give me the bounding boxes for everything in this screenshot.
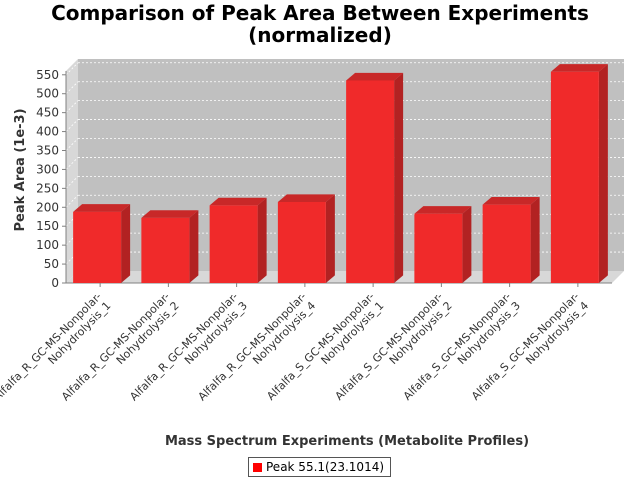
x-axis-title: Mass Spectrum Experiments (Metabolite Pr… xyxy=(165,434,529,449)
bar-side xyxy=(530,196,540,283)
bar xyxy=(414,206,472,283)
bar-front xyxy=(141,217,190,283)
gridline xyxy=(65,138,79,151)
bar-front xyxy=(277,201,326,283)
bar xyxy=(73,204,131,283)
bar-front xyxy=(209,205,258,283)
bar xyxy=(141,210,199,283)
bar xyxy=(277,194,335,283)
bar-side xyxy=(394,72,404,283)
chart-title-line-1: Comparison of Peak Area Between Experime… xyxy=(51,1,589,25)
gridline xyxy=(65,62,79,76)
y-tick-label: 300 xyxy=(36,162,59,176)
x-tick-label-line: Alfalfa_R_GC-MS-Nonpolar- xyxy=(127,290,240,403)
y-tick-label: 100 xyxy=(36,238,59,252)
bar-top xyxy=(209,197,267,206)
x-tick-label-line: Alfalfa_S_GC-MS-Nonpolar- xyxy=(469,290,582,403)
y-tick-label: 550 xyxy=(36,68,59,82)
chart-title: Comparison of Peak Area Between Experime… xyxy=(0,2,640,46)
bar-side xyxy=(325,194,335,283)
x-tick-label-line: Alfalfa_S_GC-MS-Nonpolar- xyxy=(401,290,514,403)
gridline xyxy=(65,195,79,208)
legend-label: Peak 55.1(23.1014) xyxy=(266,460,385,474)
bar-top xyxy=(346,72,404,81)
legend-swatch xyxy=(253,462,262,472)
y-tick-label: 450 xyxy=(36,106,59,120)
x-tick-label-line: Alfalfa_R_GC-MS-Nonpolar- xyxy=(196,290,309,403)
x-tick-label-line: Alfalfa_R_GC-MS-Nonpolar- xyxy=(59,290,172,403)
x-tick-label-line: Alfalfa_S_GC-MS-Nonpolar- xyxy=(264,290,377,403)
y-tick-label: 350 xyxy=(36,144,59,158)
gridline xyxy=(65,251,79,265)
bar-top xyxy=(414,206,472,214)
y-tick-label: 250 xyxy=(36,181,59,195)
bar xyxy=(346,72,404,283)
legend: Peak 55.1(23.1014) xyxy=(248,457,392,477)
bars xyxy=(73,64,608,283)
y-axis-title: Peak Area (1e-3) xyxy=(13,108,28,231)
gridline xyxy=(65,176,79,189)
bar-front xyxy=(550,71,599,283)
y-tick-label: 200 xyxy=(36,200,59,214)
chart-title-line-2: (normalized) xyxy=(248,23,392,47)
bar-top xyxy=(141,210,199,218)
bar xyxy=(550,64,608,283)
bar-top xyxy=(482,196,540,205)
y-tick-label: 500 xyxy=(36,87,59,101)
y-tick-label: 150 xyxy=(36,219,59,233)
bar-top xyxy=(73,204,131,212)
bar-front xyxy=(346,80,395,283)
gridline xyxy=(65,119,79,132)
bar xyxy=(209,197,267,283)
bar-top xyxy=(550,64,608,72)
bar-side xyxy=(189,210,199,283)
x-tick-label-line: Alfalfa_R_GC-MS-Nonpolar- xyxy=(0,290,104,403)
gridline xyxy=(65,81,79,94)
bar xyxy=(482,196,540,283)
gridline xyxy=(65,232,79,246)
x-tick-label-line: Alfalfa_S_GC-MS-Nonpolar- xyxy=(333,290,446,403)
y-tick-label: 400 xyxy=(36,125,59,139)
bar-side xyxy=(121,204,131,283)
bar-side xyxy=(257,197,267,283)
y-tick-label: 50 xyxy=(44,257,59,271)
y-tick-label: 0 xyxy=(51,276,59,290)
bar-front xyxy=(414,213,463,283)
gridline xyxy=(65,157,79,170)
bar-side xyxy=(598,64,608,283)
gridline xyxy=(65,213,79,227)
bar-front xyxy=(482,204,531,283)
bar-front xyxy=(73,211,122,283)
bar-side xyxy=(462,206,472,283)
x-tick-label: Alfalfa_R_GC-MS-Nonpolar-Nohydrolysis_1 xyxy=(0,290,113,413)
gridline xyxy=(65,100,79,113)
bar-top xyxy=(277,194,335,202)
